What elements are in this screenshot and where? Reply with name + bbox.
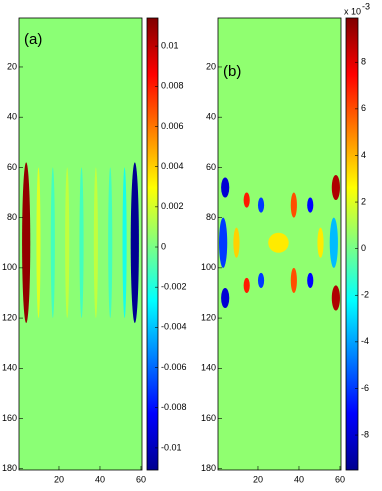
field-region [243, 192, 250, 208]
colorbar-tick-label: 0 [361, 243, 366, 253]
y-tick-label: 20 [7, 61, 17, 71]
field-region [317, 227, 324, 258]
y-tick-label: 40 [206, 112, 216, 122]
field-region [108, 167, 113, 319]
x-tick-label: 40 [294, 474, 304, 484]
y-tick-label: 140 [2, 363, 17, 373]
y-tick-label: 140 [201, 363, 216, 373]
colorbar-tick-label: 0 [161, 241, 166, 251]
colorbar-tick-label: 0.01 [161, 40, 179, 50]
colorbar-tick-label: 0.008 [161, 81, 184, 91]
y-tick-label: 80 [7, 212, 17, 222]
field-region [50, 167, 55, 319]
field-region [221, 287, 230, 309]
x-tick-label: 20 [253, 474, 263, 484]
field-region [65, 167, 70, 319]
panel-label: (a) [24, 31, 42, 48]
field [19, 18, 142, 470]
field-region [331, 174, 340, 201]
colorbar-tick-label: 0.006 [161, 121, 184, 131]
y-tick-label: 180 [2, 463, 17, 473]
field-region [257, 197, 265, 213]
colorbar-tick-label: 0.002 [161, 201, 184, 211]
y-tick-label: 60 [206, 162, 216, 172]
field-region [307, 272, 314, 288]
field [218, 18, 341, 470]
colorbar-tick-label: -4 [361, 336, 369, 346]
colorbar-tick-label: -0.004 [161, 322, 187, 332]
x-tick-label: 60 [335, 474, 345, 484]
field-region [233, 227, 240, 258]
field-region [307, 197, 314, 213]
x-tick-label: 40 [95, 474, 105, 484]
colorbar-tick-label: -2 [361, 290, 369, 300]
y-tick-label: 120 [2, 312, 17, 322]
field-region [290, 267, 297, 293]
field-region [257, 272, 265, 288]
field-region [22, 162, 31, 324]
colorbar-tick-label: -0.002 [161, 282, 187, 292]
colorbar-tick-label: 6 [361, 103, 366, 113]
colorbar-tick-label: -0.008 [161, 402, 187, 412]
field-region [243, 277, 250, 293]
colorbar-tick-label: 0.004 [161, 161, 184, 171]
field-region [36, 167, 41, 319]
axes-frame [217, 17, 342, 471]
colorbar [146, 17, 159, 471]
y-tick-label: 80 [206, 212, 216, 222]
x-tick-label: 60 [136, 474, 146, 484]
colorbar-tick-label: -6 [361, 383, 369, 393]
field-region [130, 162, 139, 324]
colorbar [345, 17, 359, 471]
y-tick-label: 20 [206, 61, 216, 71]
y-tick-label: 100 [2, 262, 17, 272]
panel-label: (b) [223, 63, 241, 80]
y-tick-label: 120 [201, 312, 216, 322]
axes-frame [18, 17, 143, 471]
colorbar-tick-label: -0.01 [161, 442, 182, 452]
field-region [79, 167, 84, 319]
colorbar-exponent: -3 [362, 1, 370, 11]
field-region [93, 167, 98, 319]
colorbar-tick-label: 8 [361, 57, 366, 67]
y-tick-label: 160 [2, 413, 17, 423]
field-region [329, 217, 338, 268]
field-region [290, 192, 297, 218]
y-tick-label: 160 [201, 413, 216, 423]
colorbar-tick-label: 2 [361, 196, 366, 206]
field-region [221, 177, 230, 198]
colorbar-tick-label: -0.006 [161, 362, 187, 372]
y-tick-label: 100 [201, 262, 216, 272]
y-tick-label: 180 [201, 463, 216, 473]
field-region [268, 232, 289, 253]
colorbar-tick-label: 4 [361, 150, 366, 160]
field-region [122, 167, 127, 319]
y-tick-label: 40 [7, 112, 17, 122]
colorbar-exponent-base: x 10 [344, 6, 361, 16]
colorbar-tick-label: -8 [361, 429, 369, 439]
y-tick-label: 60 [7, 162, 17, 172]
field-region [219, 217, 228, 268]
x-tick-label: 20 [54, 474, 64, 484]
field-region [331, 285, 340, 311]
